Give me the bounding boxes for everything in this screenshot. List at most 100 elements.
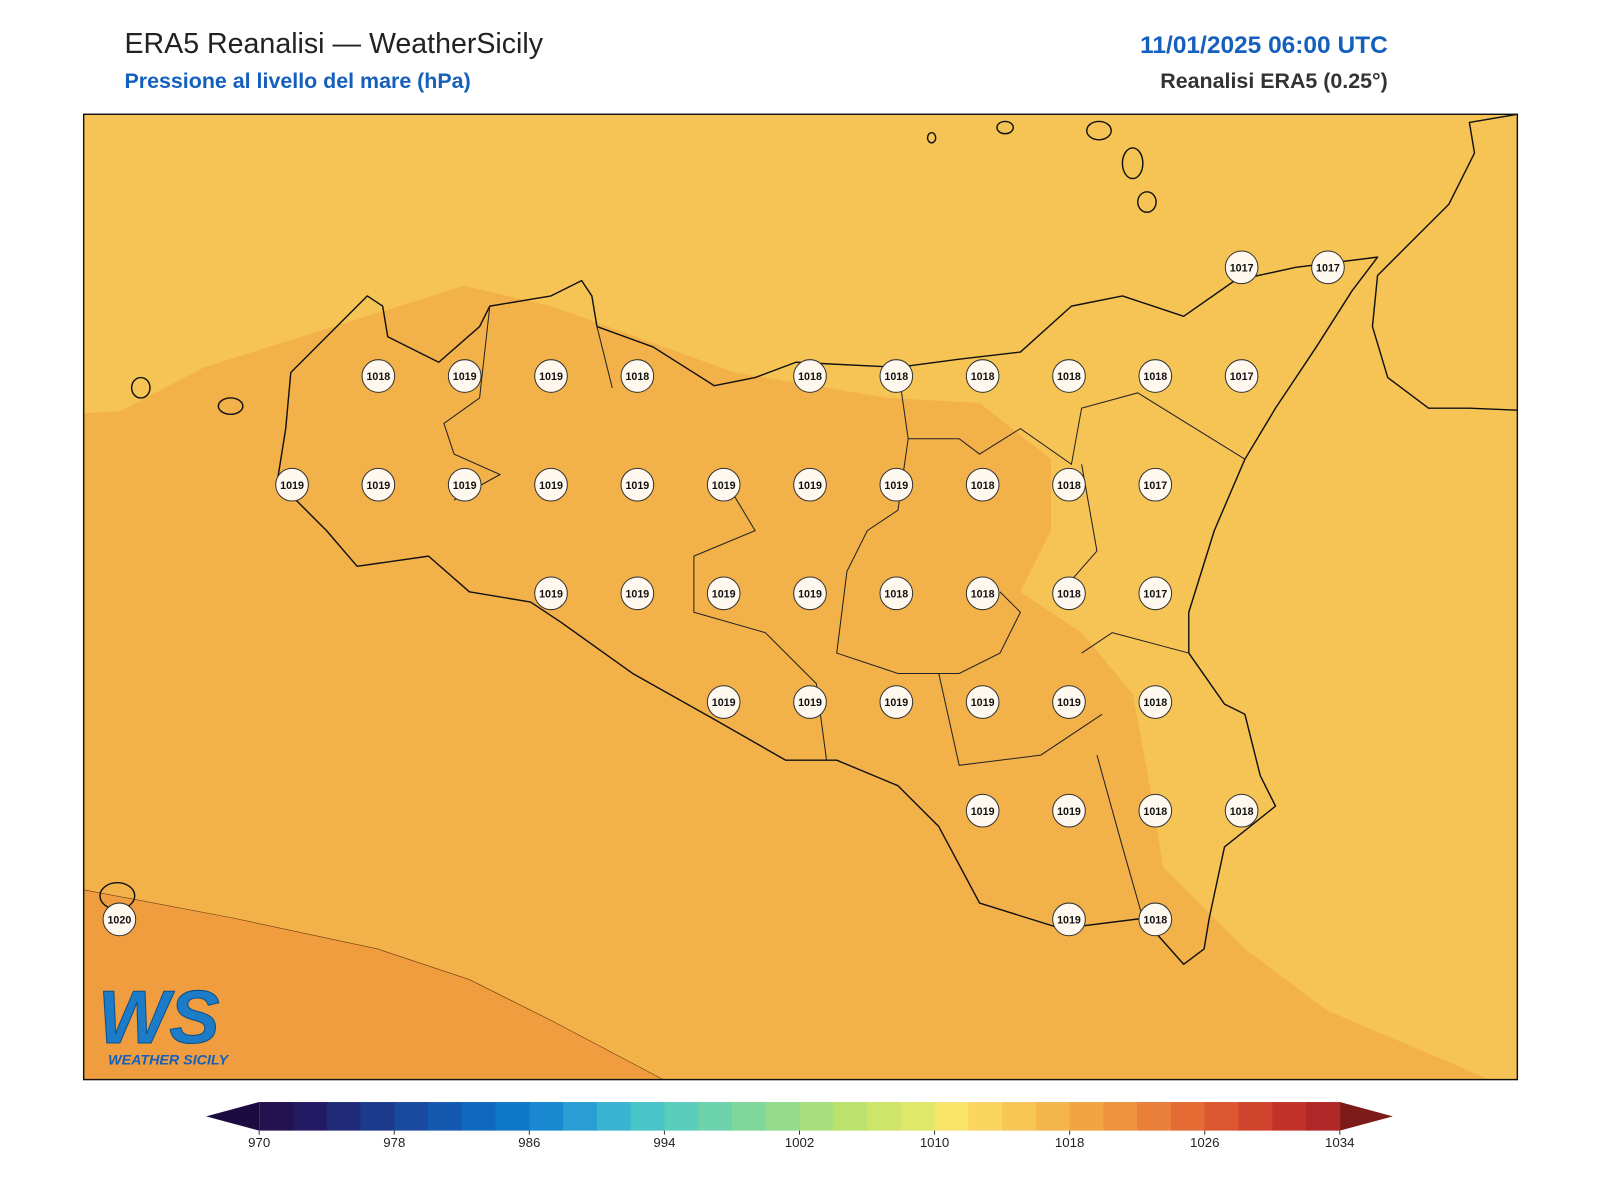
station-marker bbox=[447, 359, 482, 393]
colorbar-segment bbox=[563, 1102, 598, 1131]
source: Reanalisi ERA5 (0.25°) bbox=[1160, 69, 1387, 93]
station-value: 1019 bbox=[712, 588, 736, 600]
station-value: 1019 bbox=[798, 588, 822, 600]
station-value: 1019 bbox=[366, 480, 390, 492]
station-marker bbox=[965, 467, 1000, 502]
station-marker bbox=[879, 359, 914, 393]
station-value: 1017 bbox=[1316, 262, 1340, 274]
title: ERA5 Reanalisi — WeatherSicily bbox=[124, 28, 543, 60]
station-value: 1019 bbox=[453, 371, 477, 383]
coastline bbox=[1371, 114, 1518, 411]
colorbar-segment bbox=[833, 1102, 868, 1131]
station-value: 1019 bbox=[1057, 697, 1081, 709]
station-marker bbox=[1138, 576, 1173, 611]
station-value: 1019 bbox=[539, 371, 563, 383]
station-marker bbox=[1138, 685, 1173, 719]
station-marker bbox=[1138, 359, 1173, 393]
station-marker bbox=[1224, 359, 1259, 393]
colorbar-segment bbox=[867, 1102, 902, 1131]
station-value: 1017 bbox=[1143, 480, 1167, 492]
colorbar-segment bbox=[1170, 1102, 1206, 1131]
station-value: 1019 bbox=[884, 697, 908, 709]
station-marker bbox=[879, 467, 914, 502]
colorbar-tick-label: 1002 bbox=[785, 1135, 814, 1150]
station-value: 1019 bbox=[280, 480, 304, 492]
station-marker bbox=[879, 576, 914, 611]
station-marker bbox=[1138, 793, 1173, 828]
colorbar-tick-label: 1034 bbox=[1325, 1135, 1354, 1150]
colorbar-segment bbox=[934, 1102, 969, 1131]
colorbar-segment bbox=[1069, 1102, 1104, 1131]
station-value: 1017 bbox=[1143, 588, 1167, 600]
colorbar: 970 978 986 994 1002 1010 1018 1026 1034 bbox=[206, 1102, 1393, 1150]
station-value: 1018 bbox=[884, 371, 908, 383]
datetime: 11/01/2025 06:00 UTC bbox=[1140, 32, 1388, 59]
colorbar-segment bbox=[394, 1102, 429, 1131]
station-value: 1017 bbox=[1230, 262, 1254, 274]
station-value: 1018 bbox=[798, 371, 822, 383]
colorbar-segment bbox=[1137, 1102, 1172, 1131]
island bbox=[1121, 147, 1144, 180]
logo-mark: WS bbox=[98, 976, 220, 1060]
station-value: 1019 bbox=[798, 480, 822, 492]
colorbar-segment bbox=[765, 1102, 800, 1131]
station-marker bbox=[534, 467, 568, 502]
station-marker bbox=[793, 685, 827, 719]
colorbar-tick-label: 986 bbox=[518, 1135, 540, 1150]
station-marker bbox=[620, 359, 655, 393]
colorbar-segment bbox=[1204, 1102, 1239, 1131]
station-value: 1019 bbox=[971, 806, 995, 818]
station-value: 1018 bbox=[366, 371, 390, 383]
station-marker bbox=[965, 793, 1000, 828]
colorbar-segment bbox=[1272, 1102, 1307, 1131]
station-value: 1019 bbox=[625, 480, 649, 492]
station-value: 1019 bbox=[625, 588, 649, 600]
station-value: 1018 bbox=[1143, 914, 1167, 926]
island bbox=[1086, 120, 1112, 141]
island bbox=[130, 376, 151, 399]
colorbar-segment bbox=[259, 1102, 294, 1131]
station-value: 1019 bbox=[712, 480, 736, 492]
station-marker bbox=[447, 467, 482, 502]
logo: WS WEATHER SICILY bbox=[97, 975, 229, 1068]
station-value: 1019 bbox=[453, 480, 477, 492]
station-marker bbox=[1224, 250, 1259, 285]
colorbar-segment bbox=[326, 1102, 362, 1131]
station-value: 1018 bbox=[971, 371, 995, 383]
map-frame bbox=[82, 113, 1519, 1081]
colorbar-segment bbox=[1238, 1102, 1273, 1131]
station-marker bbox=[965, 359, 1000, 393]
colorbar-over bbox=[1339, 1102, 1393, 1131]
station-value: 1018 bbox=[1057, 371, 1081, 383]
subtitle: Pressione al livello del mare (hPa) bbox=[124, 69, 470, 93]
colorbar-segment bbox=[529, 1102, 564, 1131]
colorbar-tick-label: 1026 bbox=[1190, 1135, 1219, 1150]
station-value: 1019 bbox=[798, 697, 822, 709]
station-marker bbox=[793, 576, 827, 611]
station-marker bbox=[1052, 793, 1086, 828]
colorbar-segment bbox=[495, 1102, 530, 1131]
station-value: 1018 bbox=[1057, 480, 1081, 492]
colorbar-tick-label: 1018 bbox=[1055, 1135, 1084, 1150]
station-marker bbox=[1052, 685, 1086, 719]
station-marker bbox=[793, 359, 827, 393]
island bbox=[996, 120, 1014, 135]
station-value: 1019 bbox=[539, 588, 563, 600]
station-value: 1019 bbox=[712, 697, 736, 709]
station-marker bbox=[1138, 902, 1173, 937]
station-marker bbox=[534, 359, 568, 393]
station-value: 1018 bbox=[1230, 806, 1254, 818]
pressure-band bbox=[83, 114, 1518, 1080]
station-value: 1018 bbox=[971, 588, 995, 600]
colorbar-segment bbox=[461, 1102, 497, 1131]
station-marker bbox=[1138, 467, 1173, 502]
colorbar-segment bbox=[1103, 1102, 1138, 1131]
station-value: 1019 bbox=[971, 697, 995, 709]
station-value: 1019 bbox=[1057, 806, 1081, 818]
station-value: 1018 bbox=[1143, 697, 1167, 709]
colorbar-segment bbox=[664, 1102, 699, 1131]
station-value: 1018 bbox=[884, 588, 908, 600]
colorbar-segment bbox=[630, 1102, 665, 1131]
station-marker bbox=[275, 467, 309, 502]
